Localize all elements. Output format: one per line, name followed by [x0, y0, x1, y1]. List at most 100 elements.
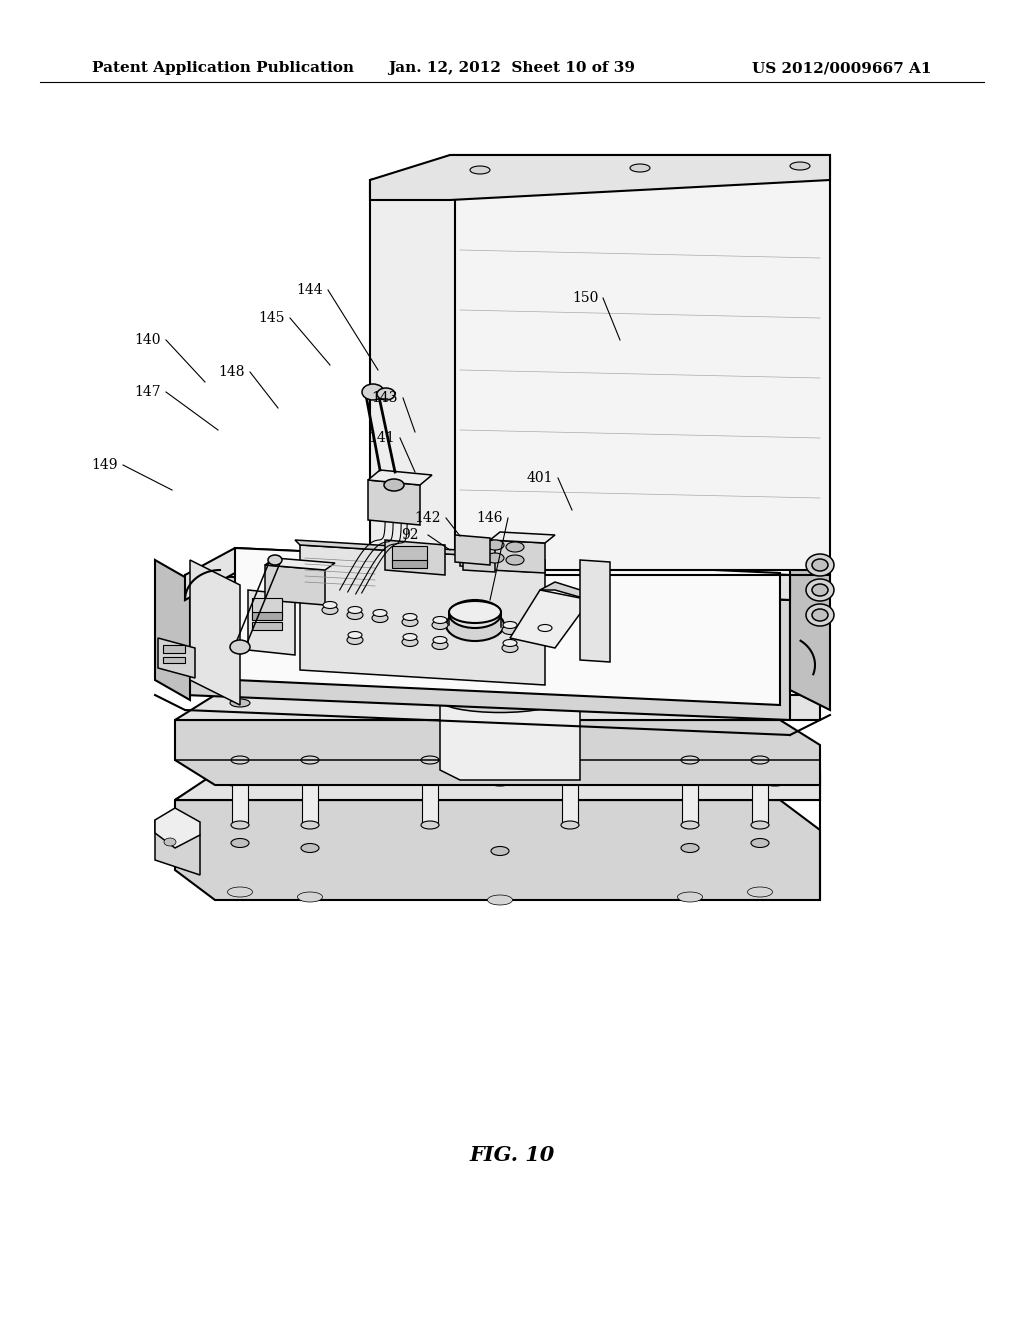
Ellipse shape	[231, 821, 249, 829]
Polygon shape	[175, 696, 820, 719]
Ellipse shape	[301, 756, 319, 764]
Polygon shape	[190, 560, 240, 705]
Ellipse shape	[377, 388, 395, 400]
Ellipse shape	[301, 821, 319, 829]
Ellipse shape	[751, 821, 769, 829]
Polygon shape	[368, 480, 420, 525]
Polygon shape	[385, 540, 445, 576]
Polygon shape	[175, 719, 820, 785]
Polygon shape	[155, 560, 190, 700]
Ellipse shape	[227, 887, 253, 898]
Polygon shape	[248, 590, 295, 655]
Ellipse shape	[502, 644, 518, 652]
Ellipse shape	[446, 609, 504, 642]
Ellipse shape	[503, 639, 517, 647]
Ellipse shape	[761, 774, 790, 785]
Polygon shape	[790, 545, 830, 710]
Text: Patent Application Publication: Patent Application Publication	[92, 61, 354, 75]
Ellipse shape	[538, 624, 552, 631]
Polygon shape	[370, 154, 830, 201]
Ellipse shape	[487, 895, 512, 906]
Ellipse shape	[630, 164, 650, 172]
Polygon shape	[490, 540, 545, 573]
Text: Jan. 12, 2012  Sheet 10 of 39: Jan. 12, 2012 Sheet 10 of 39	[388, 61, 636, 75]
Polygon shape	[300, 545, 545, 685]
Ellipse shape	[490, 704, 510, 711]
Text: 92: 92	[401, 528, 419, 543]
Bar	[422, 760, 438, 825]
Ellipse shape	[347, 610, 362, 619]
Text: 141: 141	[369, 432, 395, 445]
Bar	[392, 560, 427, 568]
Ellipse shape	[421, 821, 439, 829]
Ellipse shape	[486, 774, 514, 785]
Polygon shape	[234, 548, 780, 705]
Polygon shape	[155, 808, 200, 847]
Ellipse shape	[502, 626, 518, 635]
Polygon shape	[455, 535, 490, 565]
Ellipse shape	[490, 846, 509, 855]
Ellipse shape	[751, 756, 769, 764]
Bar	[163, 645, 185, 653]
Text: 148: 148	[219, 366, 246, 379]
Text: 401: 401	[526, 471, 553, 484]
Polygon shape	[158, 638, 195, 678]
Polygon shape	[185, 548, 790, 601]
Ellipse shape	[449, 601, 501, 628]
Ellipse shape	[230, 640, 250, 653]
Ellipse shape	[348, 631, 362, 639]
Ellipse shape	[231, 838, 249, 847]
Ellipse shape	[402, 638, 418, 647]
Ellipse shape	[433, 616, 447, 623]
Text: 140: 140	[135, 333, 161, 347]
Ellipse shape	[230, 700, 250, 708]
Ellipse shape	[164, 838, 176, 846]
Text: 150: 150	[571, 290, 598, 305]
Polygon shape	[175, 775, 820, 800]
Polygon shape	[265, 558, 335, 570]
Polygon shape	[265, 565, 325, 605]
Ellipse shape	[466, 539, 484, 548]
Ellipse shape	[806, 605, 834, 626]
Ellipse shape	[322, 606, 338, 615]
Ellipse shape	[812, 558, 828, 572]
Bar	[752, 760, 768, 825]
Ellipse shape	[506, 554, 524, 565]
Ellipse shape	[221, 774, 249, 785]
Polygon shape	[370, 165, 455, 590]
Ellipse shape	[323, 602, 337, 609]
Ellipse shape	[812, 609, 828, 620]
Ellipse shape	[678, 892, 702, 902]
Ellipse shape	[790, 162, 810, 170]
Ellipse shape	[748, 887, 772, 898]
Polygon shape	[440, 700, 580, 780]
Polygon shape	[450, 154, 830, 570]
Ellipse shape	[486, 540, 504, 550]
Bar	[232, 760, 248, 825]
Ellipse shape	[268, 554, 282, 565]
Ellipse shape	[384, 479, 404, 491]
Ellipse shape	[402, 618, 418, 627]
Polygon shape	[460, 539, 490, 568]
Ellipse shape	[348, 606, 362, 614]
Text: FIG. 10: FIG. 10	[469, 1144, 555, 1166]
Ellipse shape	[440, 688, 560, 713]
Ellipse shape	[506, 543, 524, 552]
Ellipse shape	[812, 583, 828, 597]
Bar	[302, 760, 318, 825]
Ellipse shape	[806, 579, 834, 601]
Bar	[163, 657, 185, 663]
Ellipse shape	[301, 843, 319, 853]
Polygon shape	[510, 590, 590, 648]
Ellipse shape	[750, 700, 770, 708]
Text: 143: 143	[372, 391, 398, 405]
Ellipse shape	[561, 821, 579, 829]
Polygon shape	[295, 540, 545, 560]
Ellipse shape	[503, 622, 517, 628]
Ellipse shape	[432, 620, 449, 630]
Ellipse shape	[298, 892, 323, 902]
Ellipse shape	[676, 774, 705, 785]
Polygon shape	[580, 560, 610, 663]
Polygon shape	[175, 770, 820, 800]
Bar	[682, 760, 698, 825]
